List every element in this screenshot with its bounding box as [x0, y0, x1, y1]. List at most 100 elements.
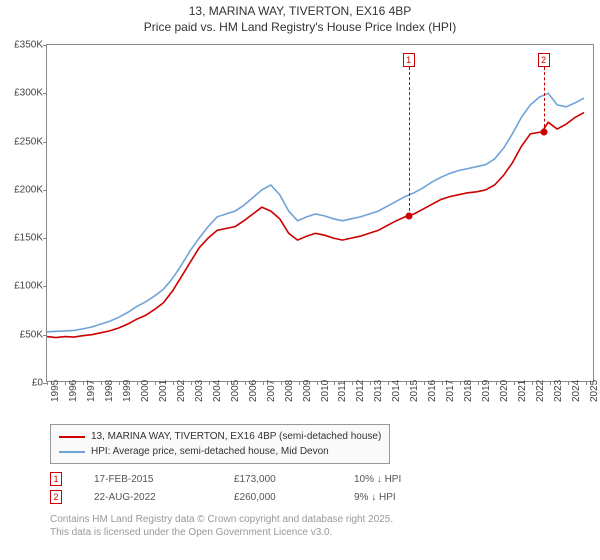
sales-table: 117-FEB-2015£173,00010% ↓ HPI222-AUG-202…	[50, 470, 534, 506]
x-tick-label: 2025	[589, 380, 600, 402]
x-tick-label: 2010	[320, 380, 331, 402]
x-tick-label: 2020	[499, 380, 510, 402]
x-tick-mark	[137, 381, 138, 385]
sales-table-row: 222-AUG-2022£260,0009% ↓ HPI	[50, 488, 534, 506]
x-tick-mark	[101, 381, 102, 385]
x-tick-mark	[442, 381, 443, 385]
legend-label: HPI: Average price, semi-detached house,…	[91, 444, 329, 459]
legend-item: HPI: Average price, semi-detached house,…	[59, 444, 381, 459]
x-tick-mark	[47, 381, 48, 385]
sales-table-row: 1 17-FEB-2015£173,00010% ↓ HPI	[50, 470, 534, 488]
title-line-2: Price paid vs. HM Land Registry's House …	[0, 20, 600, 36]
x-tick-label: 1996	[68, 380, 79, 402]
x-tick-mark	[191, 381, 192, 385]
sale-marker-dot	[540, 128, 547, 135]
chart-title-block: 13, MARINA WAY, TIVERTON, EX16 4BP Price…	[0, 0, 600, 35]
x-tick-label: 2021	[517, 380, 528, 402]
x-tick-mark	[388, 381, 389, 385]
x-tick-mark	[568, 381, 569, 385]
sale-marker-box: 2	[538, 53, 550, 67]
sale-note: 10% ↓ HPI	[354, 474, 534, 485]
x-tick-label: 2022	[535, 380, 546, 402]
x-tick-label: 2002	[176, 380, 187, 402]
x-tick-mark	[532, 381, 533, 385]
y-tick-label: £200K	[1, 184, 43, 195]
x-tick-label: 2006	[248, 380, 259, 402]
x-tick-label: 1999	[122, 380, 133, 402]
title-line-1: 13, MARINA WAY, TIVERTON, EX16 4BP	[0, 4, 600, 20]
x-tick-mark	[424, 381, 425, 385]
y-tick-mark	[43, 45, 47, 46]
x-tick-mark	[550, 381, 551, 385]
x-tick-label: 1998	[104, 380, 115, 402]
y-tick-label: £350K	[1, 40, 43, 51]
x-tick-label: 2003	[194, 380, 205, 402]
x-tick-mark	[352, 381, 353, 385]
footer: Contains HM Land Registry data © Crown c…	[50, 514, 393, 539]
x-tick-label: 2018	[463, 380, 474, 402]
x-tick-label: 2004	[212, 380, 223, 402]
sale-price: £173,000	[234, 474, 354, 485]
x-tick-mark	[245, 381, 246, 385]
y-tick-label: £150K	[1, 233, 43, 244]
sale-marker-box: 1	[403, 53, 415, 67]
sale-date: 17-FEB-2015	[94, 474, 234, 485]
x-tick-mark	[514, 381, 515, 385]
x-tick-mark	[83, 381, 84, 385]
legend-item: 13, MARINA WAY, TIVERTON, EX16 4BP (semi…	[59, 429, 381, 444]
x-tick-mark	[334, 381, 335, 385]
x-tick-mark	[586, 381, 587, 385]
footer-line-1: Contains HM Land Registry data © Crown c…	[50, 514, 393, 527]
x-tick-label: 2009	[302, 380, 313, 402]
x-tick-label: 2019	[481, 380, 492, 402]
footer-line-2: This data is licensed under the Open Gov…	[50, 527, 393, 540]
plot-box: £0£50K£100K£150K£200K£250K£300K£350K 199…	[46, 44, 594, 382]
x-tick-mark	[209, 381, 210, 385]
x-tick-mark	[155, 381, 156, 385]
y-tick-mark	[43, 335, 47, 336]
y-tick-mark	[43, 142, 47, 143]
y-tick-mark	[43, 93, 47, 94]
x-tick-label: 2016	[427, 380, 438, 402]
x-tick-mark	[299, 381, 300, 385]
x-tick-label: 1997	[86, 380, 97, 402]
y-tick-mark	[43, 286, 47, 287]
y-tick-mark	[43, 190, 47, 191]
y-tick-mark	[43, 238, 47, 239]
hpi-line	[47, 93, 584, 331]
x-tick-mark	[65, 381, 66, 385]
x-tick-mark	[406, 381, 407, 385]
legend-swatch	[59, 436, 85, 438]
sale-marker-vline	[409, 67, 410, 216]
legend-swatch	[59, 451, 85, 453]
x-tick-mark	[263, 381, 264, 385]
chart-area: £0£50K£100K£150K£200K£250K£300K£350K 199…	[46, 44, 594, 414]
chart-svg	[47, 45, 593, 383]
x-tick-label: 2008	[284, 380, 295, 402]
x-tick-label: 2012	[355, 380, 366, 402]
x-tick-label: 2024	[571, 380, 582, 402]
x-tick-label: 2001	[158, 380, 169, 402]
sale-note: 9% ↓ HPI	[354, 492, 534, 503]
y-tick-label: £50K	[1, 329, 43, 340]
y-tick-label: £100K	[1, 281, 43, 292]
sale-marker-dot	[405, 212, 412, 219]
x-tick-label: 2007	[266, 380, 277, 402]
x-tick-label: 2013	[373, 380, 384, 402]
x-tick-mark	[227, 381, 228, 385]
y-tick-label: £0	[1, 378, 43, 389]
x-tick-mark	[478, 381, 479, 385]
y-tick-label: £300K	[1, 88, 43, 99]
x-tick-label: 2014	[391, 380, 402, 402]
x-tick-mark	[496, 381, 497, 385]
sale-marker-cell: 1	[50, 472, 62, 486]
x-tick-mark	[370, 381, 371, 385]
x-tick-label: 2023	[553, 380, 564, 402]
x-tick-mark	[119, 381, 120, 385]
price-paid-line	[47, 113, 584, 338]
sale-marker-cell: 2	[50, 490, 62, 504]
y-tick-label: £250K	[1, 136, 43, 147]
sale-price: £260,000	[234, 492, 354, 503]
x-tick-mark	[173, 381, 174, 385]
x-tick-mark	[460, 381, 461, 385]
